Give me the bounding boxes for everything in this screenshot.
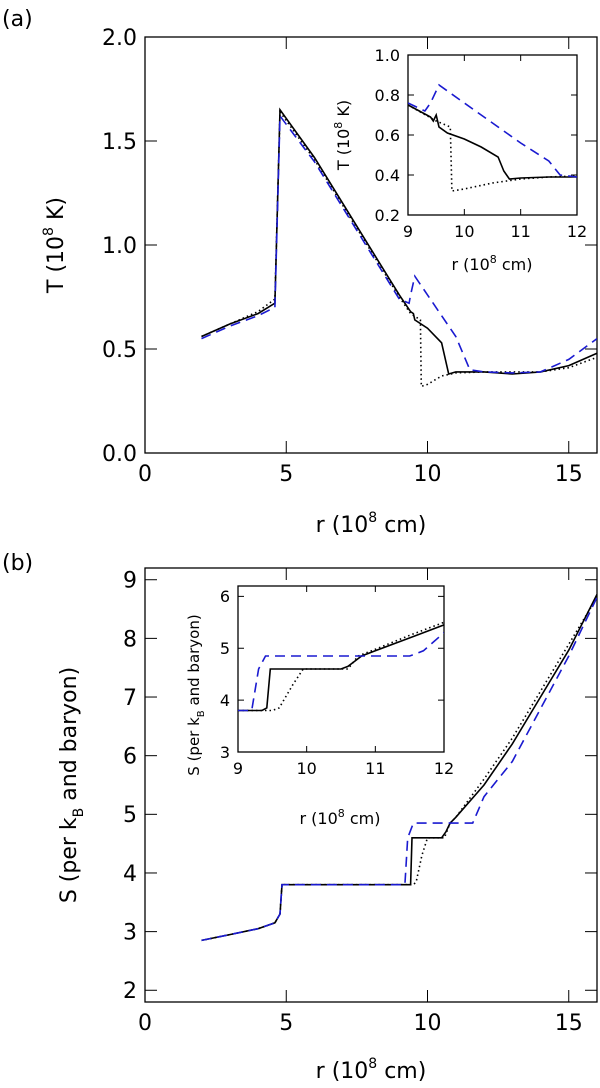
panel-b-y-tick-label: 3 — [123, 921, 137, 946]
panel-b-ticks: 0 5 10 15 2 3 4 5 6 7 8 9 — [123, 568, 597, 1036]
panel-b-inset-y-tick-label: 4 — [220, 691, 230, 710]
panel-b-x-tick-label: 5 — [279, 1011, 293, 1036]
panel-a-y-tick-label: 2.0 — [102, 26, 137, 51]
panel-a-y-tick-label: 0.5 — [102, 338, 137, 363]
panel-a-series — [201, 107, 597, 388]
panel-a-inset-series — [408, 83, 577, 192]
panel-b-inset-x-axis-title: r (108 cm) — [300, 807, 381, 828]
panel-b-x-tick-label: 15 — [555, 1011, 583, 1036]
panel-a-inset-y-tick-label: 0.8 — [375, 86, 400, 105]
panel-a-inset-x-axis-title: r (108 cm) — [452, 253, 533, 274]
panel-a-x-axis-title: r (108 cm) — [316, 510, 427, 538]
panel-a-inset-x-tick-label: 10 — [454, 222, 474, 241]
panel-a-x-tick-label: 0 — [138, 462, 152, 487]
panel-a-inset-y-tick-label: 0.6 — [375, 126, 400, 145]
panel-a-inset-x-tick-label: 11 — [510, 222, 530, 241]
panel-a-ticks: 0 5 10 15 0.0 0.5 1.0 1.5 2.0 — [102, 26, 597, 487]
panel-b-series-dashed — [201, 596, 597, 942]
panel-a: (a) 0 5 10 15 0.0 0.5 1.0 1.5 2.0 r (108 cm) T (… — [2, 7, 598, 538]
panel-a-inset-y-tick-label: 1.0 — [375, 46, 400, 65]
panel-b-y-tick-label: 6 — [123, 745, 137, 770]
panel-a-x-tick-label: 10 — [414, 462, 442, 487]
panel-b-inset-frame — [237, 585, 445, 753]
panel-b-y-tick-label: 5 — [123, 803, 137, 828]
panel-a-y-axis-title: T (108 K) — [41, 197, 69, 294]
panel-b-inset-series-dashed — [238, 632, 444, 712]
panel-b-series-dotted — [201, 596, 597, 942]
panel-b-inset-y-tick-label: 5 — [220, 639, 230, 658]
panel-b-label: (b) — [2, 551, 33, 576]
panel-a-inset-ticks: 9 10 11 12 0.2 0.4 0.6 0.8 1.0 — [375, 46, 588, 241]
panel-a-inset: 9 10 11 12 0.2 0.4 0.6 0.8 1.0 r (108 cm) T (108… — [332, 46, 587, 274]
panel-b-series-solid — [201, 594, 597, 942]
panel-b-inset-series-solid — [238, 624, 444, 712]
panel-b-inset-series — [238, 621, 444, 712]
panel-b-inset-ticks: 9 10 11 12 3 4 5 6 — [220, 586, 454, 778]
panel-a-inset-series-dashed — [408, 83, 577, 178]
panel-b-x-axis-title: r (108 cm) — [316, 1056, 427, 1084]
panel-a-inset-y-axis-title: T (108 K) — [332, 100, 353, 171]
panel-a-y-tick-label: 1.5 — [102, 130, 137, 155]
panel-a-inset-y-tick-label: 0.2 — [375, 206, 400, 225]
panel-a-y-tick-label: 0.0 — [102, 442, 137, 467]
panel-b-inset-x-tick-label: 12 — [434, 759, 454, 778]
panel-b-y-axis-title: S (per kB and baryon) — [57, 667, 87, 903]
panel-a-inset-background — [408, 55, 577, 215]
panel-a-x-tick-label: 15 — [555, 462, 583, 487]
panel-b-y-tick-label: 4 — [123, 862, 137, 887]
panel-b-inset: 9 10 11 12 3 4 5 6 r (108 cm) S (per kB and bar… — [185, 585, 454, 828]
panel-b-inset-x-tick-label: 11 — [365, 759, 385, 778]
panel-a-x-tick-label: 5 — [279, 462, 293, 487]
panel-b-y-tick-label: 8 — [123, 627, 137, 652]
panel-b-y-tick-label: 2 — [123, 979, 137, 1004]
panel-a-y-tick-label: 1.0 — [102, 234, 137, 259]
panel-b-x-tick-label: 10 — [414, 1011, 442, 1036]
panel-b-inset-series-dotted — [238, 621, 444, 712]
panel-b-inset-y-tick-label: 3 — [220, 743, 230, 762]
panel-b-inset-y-tick-label: 6 — [220, 587, 230, 606]
panel-b-x-tick-label: 0 — [138, 1011, 152, 1036]
panel-b-inset-x-tick-label: 9 — [233, 759, 243, 778]
panel-a-inset-series-solid — [408, 104, 577, 180]
panel-b-inset-x-tick-label: 10 — [296, 759, 316, 778]
panel-a-label: (a) — [2, 7, 33, 32]
panel-a-inset-x-tick-label: 12 — [567, 222, 587, 241]
panel-b-y-tick-label: 7 — [123, 686, 137, 711]
panel-b-frame — [144, 567, 598, 1003]
panel-b-y-tick-label: 9 — [123, 569, 137, 594]
panel-b-inset-y-axis-title: S (per kB and baryon) — [185, 614, 207, 775]
panel-a-inset-y-tick-label: 0.4 — [375, 166, 400, 185]
panel-b: (b) 0 5 10 15 2 3 4 5 6 7 8 9 r (108 cm) S (per kB … — [2, 551, 598, 1084]
panel-a-inset-x-tick-label: 9 — [403, 222, 413, 241]
panel-b-series — [201, 594, 597, 942]
